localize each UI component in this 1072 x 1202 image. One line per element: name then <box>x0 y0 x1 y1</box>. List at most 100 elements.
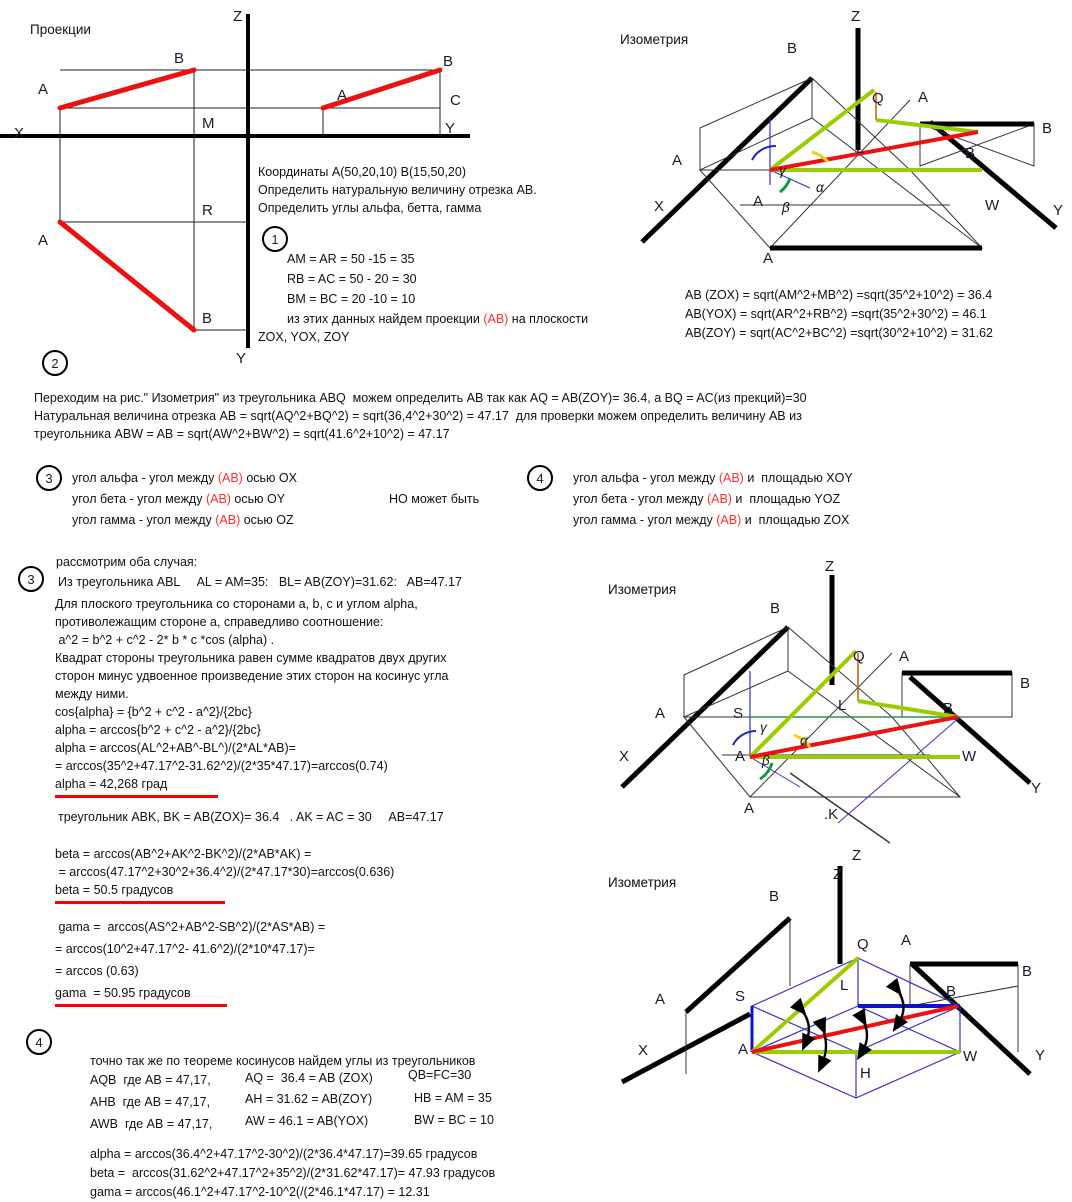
step4b-result-2: gama = arccos(46.1^2+47.17^2-10^2(/(2*46… <box>90 1185 430 1199</box>
iso-bot-label-b-far: B <box>1022 963 1033 980</box>
step3b-gama-0: gama = arccos(AS^2+AB^2-SB^2)/(2*AS*AB) … <box>55 920 326 934</box>
projections-title: Проекции <box>30 22 91 37</box>
label-axis-z: Z <box>233 8 243 25</box>
iso-bot-label-s: S <box>735 988 746 1005</box>
step4b-row-1-c2: AH = 31.62 = AB(ZOY) <box>245 1092 373 1106</box>
iso-top-label-a-origin: A <box>753 193 764 210</box>
note-no-mozhet-byt: НО может быть <box>389 492 480 506</box>
step3a-row-1-ab: (AB) <box>205 492 231 506</box>
step3a-row-2: угол гамма - угол между (AB) осью OZ <box>72 511 294 530</box>
step1-l4-ab: (AB) <box>483 312 509 326</box>
iso-mid-label-b-far: B <box>1020 675 1031 692</box>
iso-bot-label-l: L <box>840 977 849 994</box>
iso-mid-label-k: .K <box>824 806 839 823</box>
step3b-body-5: между ними. <box>55 687 129 701</box>
step4b-row-0-c1: AQB где AB = 47,17, <box>90 1073 211 1087</box>
iso-bot-label-a-left: A <box>655 991 666 1008</box>
task-line-3: Определить углы альфа, бетта, гамма <box>258 201 482 215</box>
step-3b-badge: 3 <box>18 566 44 592</box>
beta-result-underline <box>55 901 225 904</box>
iso-bot-axis-y <box>910 962 1032 1076</box>
iso-mid-label-a-bottom: A <box>744 800 755 817</box>
step3a-row-2-pre: угол гамма - угол между <box>72 513 216 527</box>
iso-bottom-diagram <box>620 866 1032 1099</box>
step1-line-2: RB = AC = 50 - 20 = 30 <box>287 272 417 286</box>
iso-mid-lb-line <box>857 699 959 719</box>
step3b-gama-3: gama = 50.95 градусов <box>55 986 191 1000</box>
iso-mid-label-z-top: Z <box>825 558 835 575</box>
iso-top-label-b-far: B <box>1042 120 1053 137</box>
iso-top-label-b-mid: B <box>965 145 976 162</box>
step3b-body-0: Для плоского треугольника со сторонами a… <box>55 597 418 611</box>
step4b-row-2-c2: AW = 46.1 = AB(YOX) <box>245 1114 369 1128</box>
step4a-row-1-pre: угол бета - угол между <box>573 492 707 506</box>
iso-top-label-a-right: A <box>918 89 929 106</box>
iso-top-label-l: L <box>856 140 865 157</box>
iso-top-label-b-upper: B <box>787 40 798 57</box>
step4b-row-1-c1: AHB где AB = 47,17, <box>90 1095 211 1109</box>
iso-mid-label-s: S <box>733 705 744 722</box>
step-2-badge: 2 <box>42 350 68 376</box>
step4a-row-2: угол гамма - угол между (AB) и площадью … <box>573 511 849 530</box>
step1-l4-pre: из этих данных найдем проекции <box>287 312 484 326</box>
step4a-row-1: угол бета - угол между (AB) и площадью Y… <box>573 490 840 509</box>
step3a-row-0: угол альфа - угол между (AB) осью OX <box>72 469 297 488</box>
step3b-body-8: alpha = arccos(AL^2+AB^-BL^)/(2*AL*AB)= <box>55 741 296 755</box>
iso-mid-title: Изометрия <box>608 582 677 597</box>
step3b-gama-1: = arccos(10^2+47.17^2- 41.6^2)/(2*10*47.… <box>55 942 315 956</box>
step4a-row-1-ab: (AB) <box>706 492 732 506</box>
step4a-row-0: угол альфа - угол между (AB) и площадью … <box>573 469 853 488</box>
step3b-head: Из треугольника ABL AL = AM=35: BL= AB(Z… <box>58 575 462 589</box>
task-line-2: Определить натуральную величину отрезка … <box>258 183 537 197</box>
iso-mid-label-a-right: A <box>899 648 910 665</box>
iso-top-axis-x <box>640 76 814 244</box>
iso-top-diagram <box>640 28 1058 251</box>
step-4a-badge: 4 <box>527 465 553 491</box>
iso-mid-angle-gamma: γ <box>760 720 767 735</box>
step3b-beta-2: beta = 50.5 градусов <box>55 883 174 897</box>
step-3a-badge: 3 <box>36 465 62 491</box>
iso-mid-axis-z-bottom <box>789 772 891 844</box>
step3b-gama-2: = arccos (0.63) <box>55 964 139 978</box>
iso-bot-axis-x2 <box>684 916 792 1014</box>
iso-mid-label-z-bottom: Z <box>852 847 862 864</box>
proj-formula-3: AB(ZOY) = sqrt(AC^2+BC^2) =sqrt(30^2+10^… <box>685 326 993 340</box>
step4b-row-1-c3: HB = AM = 35 <box>414 1091 492 1105</box>
step1-line-5: ZOX, YOX, ZOY <box>258 330 350 344</box>
label-point-b-topright: B <box>443 53 454 70</box>
iso-mid-label-b-mid: B <box>943 700 954 717</box>
iso-top-title: Изометрия <box>620 32 689 47</box>
step3b-body-1: противолежащим стороне a, справедливо со… <box>55 615 384 629</box>
label-point-b-bottom: B <box>202 310 213 327</box>
iso-top-lb-line <box>875 118 979 134</box>
step3a-row-2-ab: (AB) <box>215 513 241 527</box>
label-axis-x: X <box>14 125 25 142</box>
proj-formula-2: AB(YOX) = sqrt(AR^2+RB^2) =sqrt(35^2+30^… <box>685 307 987 321</box>
iso-mid-angle-alpha: α <box>800 733 808 748</box>
iso-bot-label-x: X <box>638 1042 649 1059</box>
iso-bot-label-w: W <box>963 1048 978 1065</box>
label-point-a-bottom: A <box>38 232 49 249</box>
step4a-row-0-ab: (AB) <box>718 471 744 485</box>
step3a-row-2-post: осью OZ <box>240 513 294 527</box>
iso-mid-ab-line <box>749 715 959 759</box>
iso-top-label-q: Q <box>872 90 884 107</box>
step2-line-3: треугольника ABW = AB = sqrt(AW^2+BW^2) … <box>34 427 450 441</box>
step3b-body-9: = arccos(35^2+47.17^2-31.62^2)/(2*35*47.… <box>55 759 388 773</box>
iso-bot-label-y: Y <box>1035 1047 1046 1064</box>
iso-mid-label-a-origin: A <box>735 748 746 765</box>
step3a-row-0-ab: (AB) <box>217 471 243 485</box>
iso-bot-aq-line <box>750 956 860 1054</box>
iso-bot-title: Изометрия <box>608 875 677 890</box>
step3b-body-2: a^2 = b^2 + c^2 - 2* b * c *cos (alpha) … <box>55 633 275 647</box>
iso-mid-angle-beta: β <box>762 753 770 768</box>
step1-l4-post: на плоскости <box>508 312 589 326</box>
label-axis-y-bottom: Y <box>236 350 247 367</box>
gama-result-underline <box>55 1004 227 1007</box>
step3a-row-0-pre: угол альфа - угол между <box>72 471 218 485</box>
task-line-1: Координаты A(50,20,10) B(15,50,20) <box>258 165 467 179</box>
label-point-m: M <box>202 115 215 132</box>
iso-top-label-a-bottom: A <box>763 250 774 267</box>
projections-diagram <box>0 14 470 348</box>
step2-line-1: Переходим на рис." Изометрия" из треугол… <box>34 391 807 405</box>
